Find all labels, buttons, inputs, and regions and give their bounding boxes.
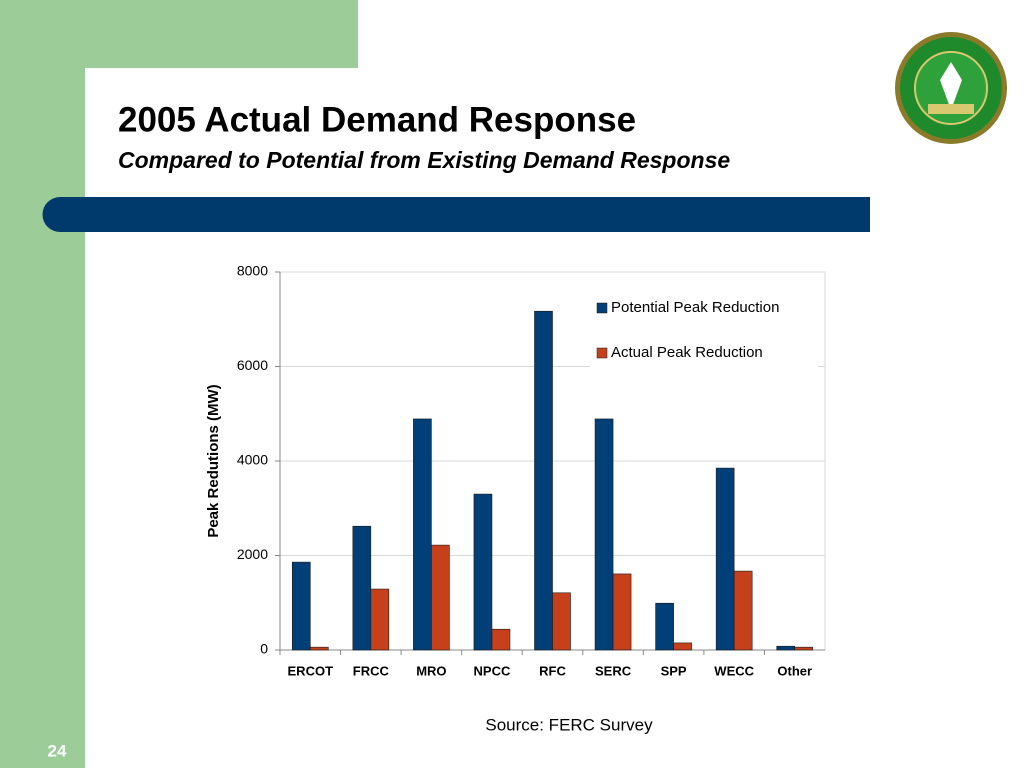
legend-swatch bbox=[596, 302, 608, 314]
logo-scroll bbox=[928, 104, 974, 114]
bar bbox=[552, 592, 571, 651]
bar bbox=[594, 418, 614, 651]
bar bbox=[612, 573, 632, 651]
x-tick-label: MRO bbox=[416, 663, 446, 678]
y-axis-label: Peak Redutions (MW) bbox=[205, 384, 222, 537]
left-strip bbox=[0, 0, 85, 768]
y-tick-label: 2000 bbox=[237, 546, 268, 562]
y-tick-label: 4000 bbox=[237, 452, 268, 468]
legend-swatch bbox=[596, 347, 608, 359]
x-tick-label: Other bbox=[777, 663, 812, 678]
legend-label: Potential Peak Reduction bbox=[611, 299, 779, 316]
y-tick-label: 6000 bbox=[237, 357, 268, 373]
slide-number: 24 bbox=[48, 741, 67, 760]
top-strip bbox=[85, 0, 358, 68]
bar bbox=[715, 467, 735, 651]
y-tick-label: 0 bbox=[260, 641, 268, 657]
bar bbox=[733, 570, 753, 651]
x-tick-label: NPCC bbox=[474, 663, 511, 678]
x-tick-label: SPP bbox=[661, 663, 687, 678]
slide-title: 2005 Actual Demand Response bbox=[118, 100, 636, 139]
y-tick-label: 8000 bbox=[237, 263, 268, 279]
bar bbox=[431, 544, 450, 651]
bar bbox=[352, 525, 372, 651]
bar bbox=[776, 645, 796, 651]
bar bbox=[491, 628, 511, 651]
x-tick-label: ERCOT bbox=[288, 663, 334, 678]
slide-subtitle: Compared to Potential from Existing Dema… bbox=[118, 147, 730, 173]
x-tick-label: FRCC bbox=[353, 663, 390, 678]
bar bbox=[794, 646, 814, 651]
x-tick-label: RFC bbox=[539, 663, 566, 678]
source-note: Source: FERC Survey bbox=[485, 715, 653, 734]
legend-label: Actual Peak Reduction bbox=[611, 344, 763, 361]
bar bbox=[534, 310, 553, 651]
logo bbox=[895, 32, 1007, 144]
bar bbox=[413, 418, 432, 651]
x-tick-label: WECC bbox=[714, 663, 754, 678]
bar bbox=[655, 602, 674, 651]
legend-box bbox=[590, 290, 818, 384]
logo-eagle bbox=[940, 62, 962, 110]
bar bbox=[473, 493, 493, 651]
header-bar bbox=[42, 197, 870, 232]
x-tick-label: SERC bbox=[595, 663, 632, 678]
bar bbox=[370, 588, 390, 651]
bar bbox=[673, 642, 692, 651]
bar bbox=[309, 646, 329, 651]
bar bbox=[291, 561, 311, 651]
